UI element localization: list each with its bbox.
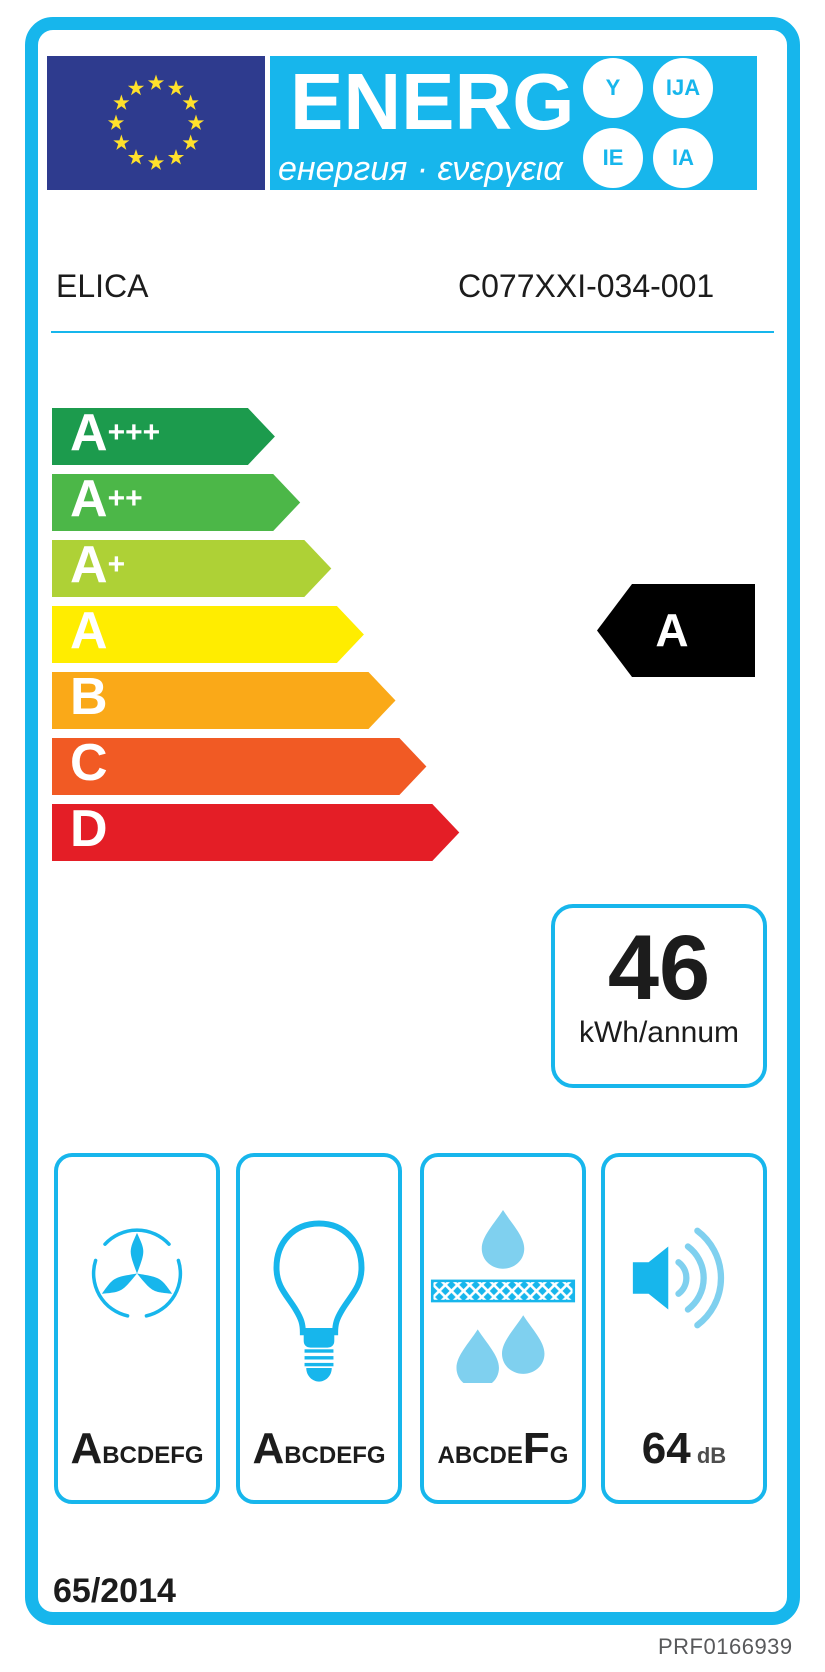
- svg-text:D: D: [70, 800, 108, 858]
- svg-text:B: B: [70, 668, 108, 726]
- svg-text:A: A: [655, 604, 688, 656]
- svg-text:C: C: [70, 734, 108, 792]
- svg-text:A: A: [70, 602, 108, 660]
